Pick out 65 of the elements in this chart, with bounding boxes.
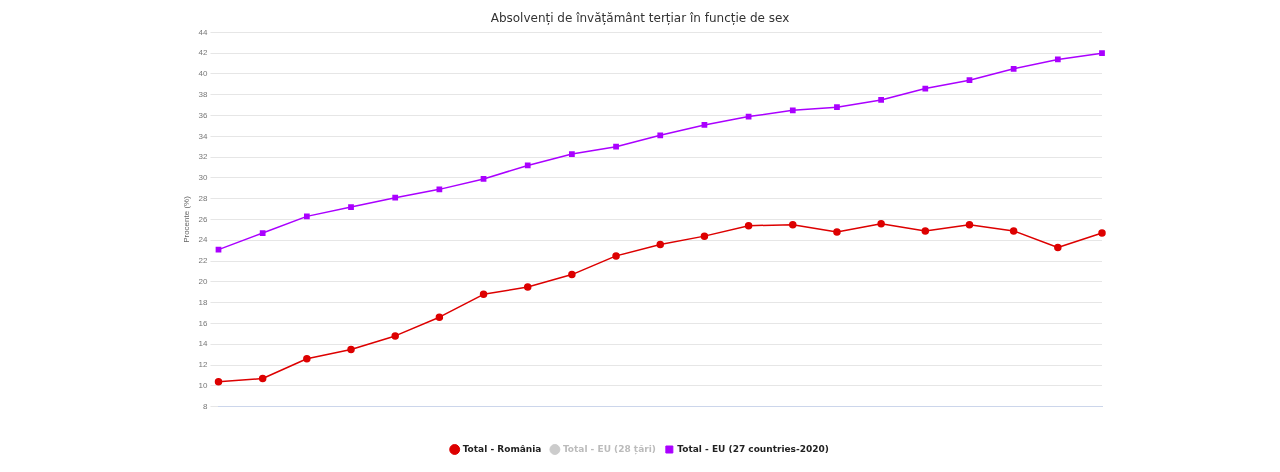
point: [1010, 65, 1017, 72]
y-tick-label: 18: [198, 297, 209, 307]
point: [1054, 56, 1061, 63]
point: [214, 377, 223, 386]
y-axis-title: Procente (%): [182, 195, 191, 243]
legend-label: Total - EU (28 țări): [562, 443, 656, 455]
point: [392, 194, 399, 201]
point: [656, 240, 664, 249]
point: [834, 104, 840, 111]
point: [878, 97, 884, 103]
point: [966, 77, 973, 84]
y-tick-label: 10: [198, 381, 209, 391]
point: [1009, 227, 1018, 235]
chart-title: Absolvenți de învățământ terțiar în funcție de sex: [490, 11, 790, 26]
y-tick-label: 38: [198, 89, 209, 99]
y-tick-label: 20: [198, 277, 209, 287]
point: [612, 252, 620, 260]
point: [833, 228, 841, 236]
point: [303, 355, 311, 363]
point: [613, 143, 619, 150]
point: [569, 151, 575, 157]
point: [965, 220, 974, 229]
y-tick-label: 14: [198, 339, 209, 349]
point: [744, 221, 753, 230]
y-tick-label: 36: [198, 110, 209, 120]
y-tick-label: 8: [203, 401, 209, 411]
y-tick-label: 44: [198, 27, 209, 37]
point: [789, 220, 797, 229]
y-tick-label: 40: [198, 69, 209, 79]
y-tick-label: 22: [198, 256, 209, 266]
point: [877, 219, 885, 228]
point: [701, 122, 708, 128]
legend-label: Total - România: [462, 443, 542, 454]
point: [922, 85, 929, 92]
y-tick-label: 26: [198, 214, 209, 224]
point: [436, 186, 443, 193]
point: [789, 107, 796, 114]
legend-label: Total - EU (27 countries-2020): [677, 443, 829, 454]
point: [348, 204, 354, 210]
point: [435, 313, 444, 321]
y-tick-label: 12: [198, 360, 209, 370]
y-tick-label: 32: [198, 152, 209, 162]
point: [259, 230, 266, 236]
y-tick-label: 24: [198, 235, 209, 245]
point: [347, 345, 355, 354]
y-tick-label: 30: [198, 173, 209, 183]
point: [1099, 50, 1105, 57]
point: [391, 332, 399, 340]
y-tick-label: 42: [198, 48, 209, 58]
y-tick-label: 34: [198, 131, 209, 141]
point: [1054, 243, 1062, 252]
point: [1098, 229, 1106, 237]
point: [303, 213, 310, 220]
y-tick-label: 28: [198, 193, 209, 203]
point: [523, 283, 532, 291]
point: [568, 270, 576, 279]
point: [480, 176, 487, 182]
point: [657, 132, 664, 139]
point: [258, 374, 267, 383]
y-tick-label: 16: [198, 318, 209, 328]
point: [215, 246, 222, 253]
point: [921, 227, 930, 235]
point: [700, 232, 709, 240]
point: [479, 290, 488, 299]
point: [524, 162, 531, 169]
